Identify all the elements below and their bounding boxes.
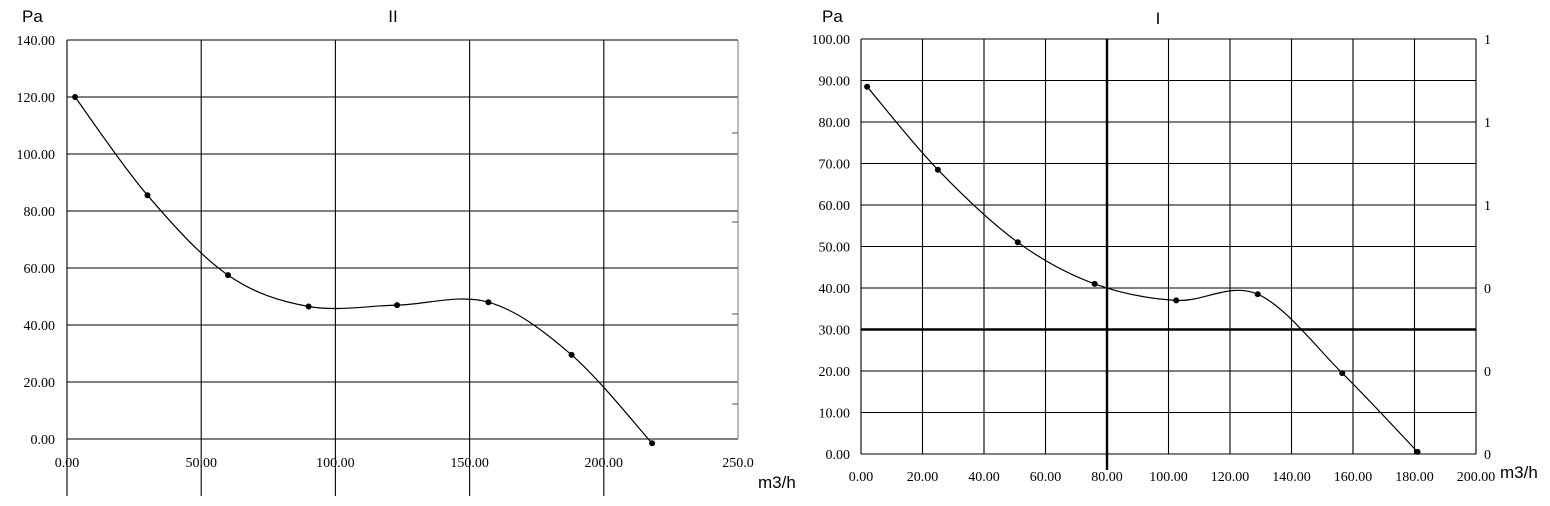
chart-right-title: I: [1156, 9, 1161, 28]
chart-right: Pa I m3/h 0.0010.0020.0030.0040.0050.006…: [812, 7, 1538, 485]
chart-right-point: [1014, 239, 1021, 246]
chart-right-x-tick-label: 140.00: [1272, 470, 1311, 485]
chart-right-points: [864, 83, 1421, 455]
chart-left-x-tick-labels: 0.00 50.00 100.00 150.00 200.00 250.0: [55, 456, 754, 471]
chart-right-grid: [860, 38, 1477, 470]
chart-right-point: [1414, 448, 1421, 455]
chart-right-y-tick-label: 30.00: [819, 324, 851, 339]
chart-left-xlabel: m3/h: [758, 473, 796, 492]
chart-left-y-tick-label: 80.00: [24, 205, 56, 220]
chart-left-point: [649, 440, 656, 447]
chart-left-point: [568, 351, 575, 358]
chart-left-y-tick-label: 140.00: [17, 34, 56, 49]
chart-right-x-tick-labels: 0.00 20.00 40.00 60.00 80.00 100.00 120.00 140.…: [849, 470, 1496, 485]
chart-right-y-tick-label: 40.00: [819, 282, 851, 297]
chart-right-right-tick-label: 1: [1484, 199, 1491, 214]
chart-left: Pa II m3/h 0.00 20.00 40.00 60.00 80.00 100.0…: [17, 7, 796, 496]
chart-right-ylabel: Pa: [822, 7, 843, 26]
chart-right-right-tick-label: 0: [1484, 448, 1491, 463]
chart-right-xlabel: m3/h: [1500, 463, 1538, 482]
chart-right-y-tick-label: 0.00: [826, 448, 851, 463]
chart-right-x-tick-label: 200.00: [1457, 470, 1496, 485]
chart-right-right-tick-label: 1: [1484, 33, 1491, 48]
chart-right-y-tick-label: 60.00: [819, 199, 851, 214]
chart-left-x-tick-label: 0.00: [55, 456, 80, 471]
chart-right-x-tick-label: 120.00: [1211, 470, 1250, 485]
chart-right-right-tick-labels: 1 1 1 0 0 0: [1484, 33, 1491, 463]
chart-left-grid: [66, 39, 739, 496]
chart-left-series-line: [74, 96, 653, 444]
chart-right-point: [934, 166, 941, 173]
chart-right-x-tick-label: 80.00: [1091, 470, 1123, 485]
chart-left-x-tick-label: 250.0: [722, 456, 754, 471]
chart-left-x-tick-label: 50.00: [185, 456, 217, 471]
chart-right-right-tick-label: 0: [1484, 282, 1491, 297]
chart-left-ylabel: Pa: [22, 7, 43, 26]
chart-left-right-axis-marks: [732, 132, 738, 405]
chart-right-y-tick-label: 80.00: [819, 116, 851, 131]
chart-left-y-tick-label: 120.00: [17, 91, 56, 106]
chart-right-point: [1173, 297, 1180, 304]
chart-left-points: [72, 94, 656, 447]
chart-right-right-tick-label: 0: [1484, 365, 1491, 380]
chart-right-y-tick-label: 100.00: [812, 33, 851, 48]
chart-right-x-tick-label: 40.00: [968, 470, 1000, 485]
chart-left-y-tick-labels: 0.00 20.00 40.00 60.00 80.00 100.00 120.00 140.…: [17, 34, 56, 448]
chart-left-point: [305, 303, 312, 310]
chart-right-point: [1339, 370, 1346, 377]
chart-right-y-tick-label: 70.00: [819, 158, 851, 173]
chart-left-title: II: [388, 7, 397, 26]
chart-left-y-tick-label: 60.00: [24, 262, 56, 277]
chart-left-point: [485, 299, 492, 306]
chart-left-point: [72, 94, 79, 100]
chart-left-y-tick-label: 100.00: [17, 148, 56, 163]
chart-left-point: [394, 302, 401, 309]
chart-left-x-tick-label: 150.00: [450, 456, 489, 471]
chart-right-x-tick-label: 160.00: [1334, 470, 1373, 485]
chart-left-x-tick-label: 200.00: [585, 456, 624, 471]
chart-right-y-tick-label: 10.00: [819, 407, 851, 422]
chart-right-x-tick-label: 100.00: [1149, 470, 1188, 485]
chart-left-point: [225, 272, 231, 279]
chart-right-point: [864, 83, 871, 90]
chart-right-y-tick-labels: 0.00 10.00 20.00 30.00 40.00 50.00 60.00 70.00 8…: [812, 33, 851, 463]
chart-right-x-tick-label: 0.00: [849, 470, 874, 485]
chart-right-series-line: [866, 86, 1419, 453]
chart-right-y-tick-label: 90.00: [819, 75, 851, 90]
chart-right-x-tick-label: 60.00: [1030, 470, 1062, 485]
chart-right-point: [1254, 291, 1261, 298]
chart-left-point: [144, 192, 151, 199]
chart-right-x-tick-label: 180.00: [1395, 470, 1434, 485]
chart-left-x-tick-label: 100.00: [316, 456, 355, 471]
chart-left-y-tick-label: 20.00: [24, 376, 56, 391]
chart-left-y-tick-label: 40.00: [24, 319, 56, 334]
chart-left-y-tick-label: 0.00: [31, 433, 56, 448]
chart-right-y-tick-label: 50.00: [819, 241, 851, 256]
chart-right-right-tick-label: 1: [1484, 116, 1491, 131]
chart-right-y-tick-label: 20.00: [819, 365, 851, 380]
chart-right-x-tick-label: 20.00: [907, 470, 939, 485]
chart-right-point: [1091, 280, 1098, 287]
